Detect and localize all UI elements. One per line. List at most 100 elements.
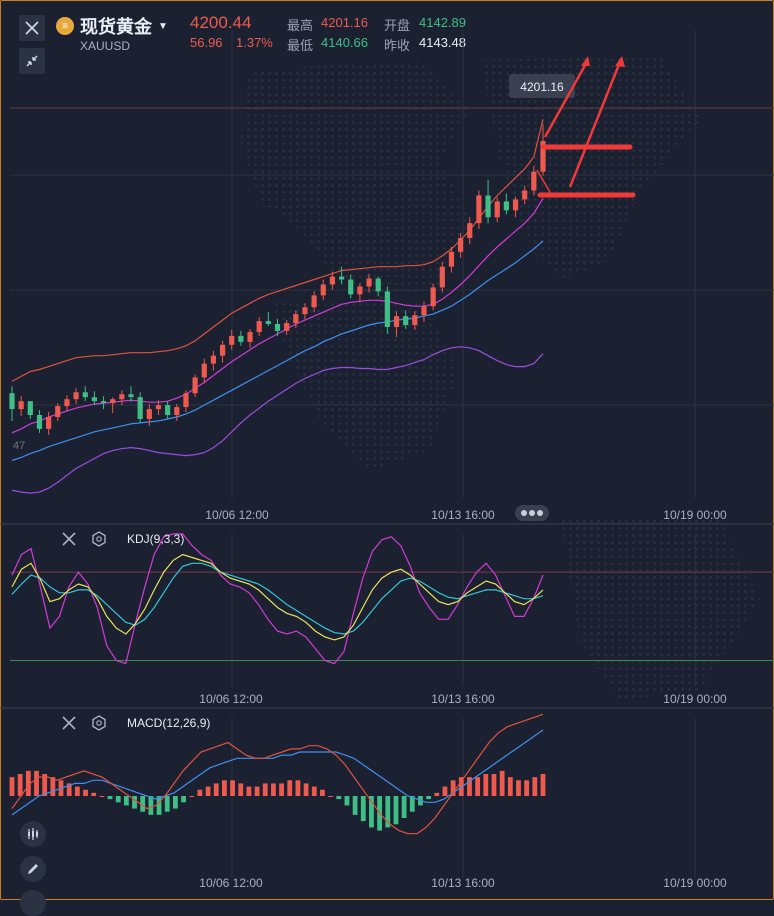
- macd-histogram-bar: [450, 780, 456, 796]
- macd-histogram-bar: [123, 796, 129, 806]
- candle-body: [293, 314, 299, 324]
- macd-histogram-bar: [369, 796, 374, 828]
- annotation-arrow: [543, 59, 590, 138]
- candle-body: [375, 278, 381, 292]
- candle-body: [119, 394, 125, 400]
- close-icon: [62, 532, 76, 546]
- macd-histogram-bar: [254, 786, 260, 796]
- candle-body: [485, 195, 491, 218]
- close-icon: [62, 716, 76, 730]
- settings-icon: [92, 715, 106, 731]
- candle-body: [503, 201, 509, 211]
- more-tool-button[interactable]: [20, 890, 46, 916]
- candle-body: [448, 251, 455, 267]
- macd-dea-line: [11, 729, 544, 816]
- arrowhead-icon: [615, 56, 625, 67]
- kdj-settings-button[interactable]: [92, 531, 106, 547]
- candle-body: [384, 291, 390, 327]
- macd-histogram-bar: [516, 780, 521, 796]
- candlestick-chart: [9, 119, 546, 494]
- arrowhead-icon: [581, 56, 590, 66]
- candle-body: [46, 416, 52, 429]
- candle-body: [329, 276, 336, 285]
- candle-body: [302, 307, 308, 315]
- candle-body: [265, 321, 271, 325]
- macd-histogram-bar: [156, 796, 162, 815]
- candle-body: [238, 335, 244, 342]
- kdj-close-button[interactable]: [62, 532, 76, 546]
- macd-histogram-bar: [499, 770, 505, 796]
- macd-dif-line: [11, 713, 544, 835]
- high-label: 最高: [287, 18, 314, 33]
- annotation-arrow: [568, 61, 622, 188]
- candle-body: [128, 394, 134, 398]
- macd-close-button[interactable]: [62, 716, 76, 730]
- macd-histogram-bar: [238, 783, 244, 796]
- high-value: 4201.16: [321, 15, 368, 30]
- macd-histogram-bar: [344, 796, 350, 806]
- candle-body: [174, 407, 180, 416]
- candle-body: [284, 323, 290, 331]
- candle-body: [64, 399, 70, 407]
- macd-histogram-bar: [213, 783, 219, 796]
- close-button[interactable]: [19, 15, 45, 41]
- candle-body: [155, 405, 162, 410]
- macd-histogram-bar: [34, 770, 39, 796]
- macd-histogram-bar: [401, 796, 407, 818]
- macd-histogram-bar: [25, 770, 31, 796]
- macd-histogram-bar: [246, 786, 252, 796]
- candle-body: [201, 363, 207, 378]
- x-tick-label: 10/13 16:00: [431, 692, 495, 706]
- prev-close-value: 4143.48: [419, 35, 466, 50]
- candle-body: [467, 223, 473, 238]
- kdj-chart: [10, 533, 774, 665]
- macd-histogram-bar: [189, 796, 195, 797]
- settings-icon: [92, 531, 106, 547]
- macd-histogram-bar: [205, 786, 211, 796]
- drawn-annotations: [536, 56, 636, 198]
- ma-line: [11, 240, 544, 462]
- macd-histogram-bar: [507, 777, 513, 796]
- candle-body: [494, 201, 500, 218]
- candle-body: [412, 315, 418, 326]
- more-button[interactable]: [515, 505, 549, 521]
- candle-body: [403, 316, 409, 326]
- macd-settings-button[interactable]: [92, 715, 106, 731]
- candle-body: [146, 409, 152, 419]
- candle-style-button[interactable]: [20, 821, 46, 847]
- candle-body: [110, 399, 116, 404]
- candle-body: [421, 306, 427, 316]
- draw-tool-button[interactable]: [20, 856, 46, 882]
- candle-body: [137, 397, 143, 419]
- candle-body: [27, 401, 33, 416]
- candle-body: [73, 392, 79, 400]
- candle-body: [247, 331, 253, 342]
- candle-body: [338, 276, 345, 280]
- boll-lower-line: [11, 346, 544, 494]
- macd-histogram-bar: [352, 796, 358, 815]
- candle-body: [9, 393, 15, 410]
- candle-body: [219, 344, 226, 356]
- x-tick-label: 10/06 12:00: [199, 876, 263, 890]
- candle-body: [311, 295, 317, 308]
- macd-title: MACD(12,26,9): [127, 716, 210, 730]
- x-tick-label: 10/19 00:00: [663, 692, 727, 706]
- kdj-d-line: [11, 562, 544, 635]
- macd-histogram-bar: [230, 780, 235, 796]
- instrument-title[interactable]: ≡ 现货黄金 ▼: [56, 13, 168, 39]
- price-change: 56.96: [190, 35, 223, 50]
- candle-body: [357, 286, 363, 295]
- candle-body: [91, 397, 97, 402]
- macd-histogram-bar: [164, 796, 170, 812]
- macd-chart: [9, 713, 546, 835]
- world-map-watermark: [240, 55, 760, 700]
- macd-histogram-bar: [360, 796, 366, 822]
- macd-histogram-bar: [483, 774, 489, 796]
- collapse-button[interactable]: [19, 48, 45, 74]
- macd-histogram-bar: [328, 796, 333, 797]
- instrument-name: 现货黄金: [80, 17, 152, 37]
- macd-histogram-bar: [83, 789, 88, 796]
- macd-histogram-bar: [66, 783, 72, 796]
- macd-histogram-bar: [311, 786, 317, 796]
